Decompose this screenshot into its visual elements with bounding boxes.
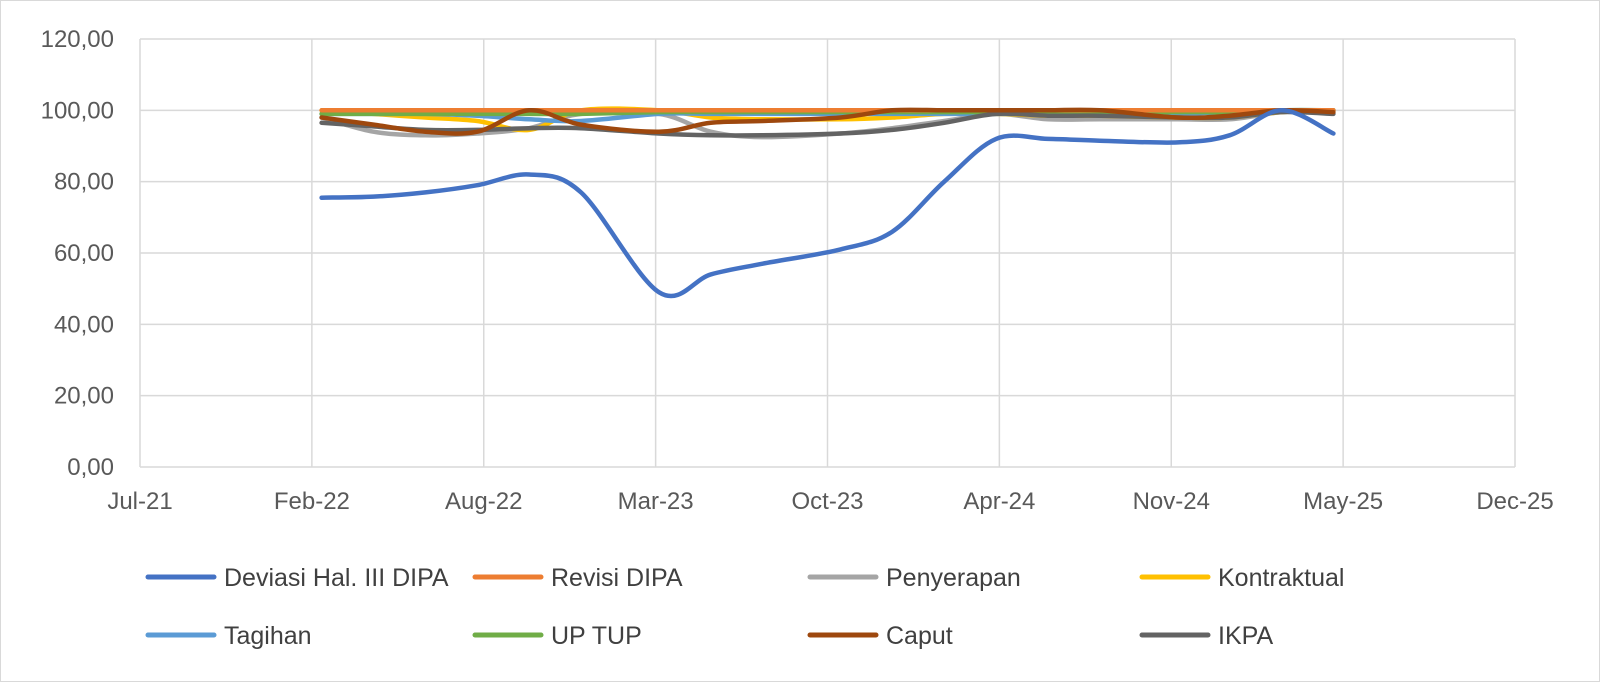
x-tick-label: Feb-22: [274, 488, 350, 515]
x-tick-label: Oct-23: [791, 488, 863, 515]
legend-label-kontraktual: Kontraktual: [1218, 564, 1344, 592]
legend-label-ikpa: IKPA: [1218, 622, 1273, 650]
series-line-deviasi-hal-iii-dipa: [319, 108, 1336, 299]
legend-label-revisi-dipa: Revisi DIPA: [551, 564, 683, 592]
y-tick-label: 120,00: [41, 26, 114, 53]
legend-label-caput: Caput: [886, 622, 953, 650]
x-tick-label: May-25: [1303, 488, 1383, 515]
y-tick-label: 60,00: [54, 240, 114, 267]
legend-label-penyerapan: Penyerapan: [886, 564, 1021, 592]
legend-label-deviasi-hal-iii-dipa: Deviasi Hal. III DIPA: [224, 564, 449, 592]
y-tick-label: 80,00: [54, 169, 114, 196]
series-line-caput: [319, 107, 1336, 136]
x-tick-label: Jul-21: [107, 488, 172, 515]
x-tick-label: Mar-23: [618, 488, 694, 515]
x-tick-label: Aug-22: [445, 488, 522, 515]
y-tick-label: 100,00: [41, 97, 114, 124]
y-tick-label: 20,00: [54, 383, 114, 410]
legend-label-tagihan: Tagihan: [224, 622, 312, 650]
legend-label-up-tup: UP TUP: [551, 622, 642, 650]
y-tick-label: 0,00: [67, 454, 114, 481]
x-tick-label: Apr-24: [963, 488, 1035, 515]
y-tick-label: 40,00: [54, 311, 114, 338]
x-tick-label: Nov-24: [1133, 488, 1210, 515]
x-tick-label: Dec-25: [1476, 488, 1553, 515]
